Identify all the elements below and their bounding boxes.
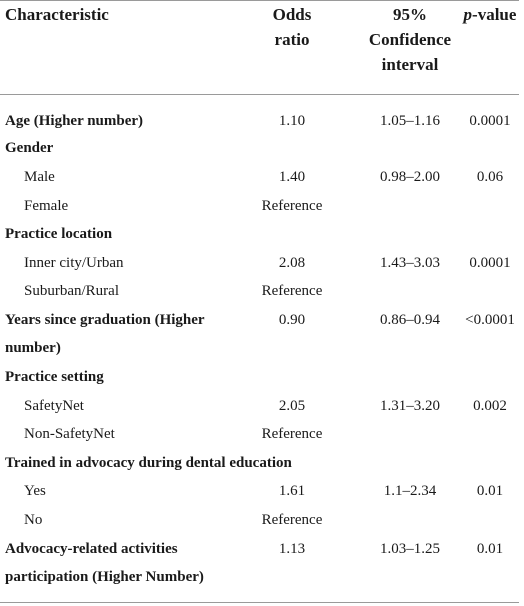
row-label: Inner city/Urban [24,255,124,271]
odds-ratio-cell: 2.08 [278,255,306,271]
p-value-cell: 0.01 [476,483,504,499]
odds-ratio-cell: Reference [261,283,323,299]
header-characteristic: Characteristic [5,5,109,24]
ci-cell: 0.98–2.00 [380,169,440,185]
row-label-continued: number) [5,340,61,356]
header-odds-ratio-line2: ratio [274,30,310,49]
odds-ratio-cell: Reference [261,198,323,214]
header-p-value: p-value [455,2,524,27]
header-p-italic: p [463,5,473,24]
ci-cell: 1.03–1.25 [380,541,440,557]
row-label: Advocacy-related activities [5,541,178,557]
odds-ratio-cell: 1.40 [278,169,306,185]
p-value-cell: 0.0001 [469,113,511,129]
row-label: Yes [24,483,46,499]
odds-ratio-cell: 2.05 [278,398,306,414]
row-label-continued: participation (Higher Number) [5,569,204,585]
row-label: Age (Higher number) [5,113,144,129]
group-label: Trained in advocacy during dental educat… [5,455,292,471]
ci-cell: 1.31–3.20 [380,398,440,414]
header-p-rest: -value [472,5,517,24]
ci-cell: 0.86–0.94 [380,312,440,328]
top-rule [0,0,519,1]
header-ci-line2: Confidence [368,30,452,49]
row-label: Female [24,198,69,214]
row-label: Suburban/Rural [24,283,119,299]
row-label: Male [24,169,55,185]
bottom-rule [0,602,519,603]
group-label: Practice location [5,226,113,242]
p-value-cell: <0.0001 [465,312,515,328]
p-value-cell: 0.01 [476,541,504,557]
ci-cell: 1.1–2.34 [383,483,437,499]
p-value-cell: 0.06 [476,169,504,185]
p-value-cell: 0.0001 [469,255,511,271]
odds-ratio-cell: 0.90 [278,312,306,328]
row-label: Years since graduation (Higher [5,312,205,328]
odds-ratio-cell: Reference [261,426,323,442]
group-label: Gender [5,140,54,156]
header-rule [0,94,519,95]
ci-cell: 1.43–3.03 [380,255,440,271]
odds-ratio-cell: 1.13 [278,541,306,557]
header-odds-ratio: Odds ratio [250,2,334,52]
odds-ratio-cell: 1.61 [278,483,306,499]
row-label: No [24,512,43,528]
row-label: Non-SafetyNet [24,426,115,442]
group-label: Practice setting [5,369,104,385]
ci-cell: 1.05–1.16 [380,113,440,129]
odds-ratio-cell: 1.10 [278,113,306,129]
header-odds-ratio-line1: Odds [272,5,312,24]
odds-ratio-cell: Reference [261,512,323,528]
p-value-cell: 0.002 [473,398,507,414]
header-ci-line3: interval [381,55,439,74]
row-label: SafetyNet [24,398,84,414]
header-confidence-interval: 95% Confidence interval [345,2,475,77]
header-ci-line1: 95% [393,5,427,24]
